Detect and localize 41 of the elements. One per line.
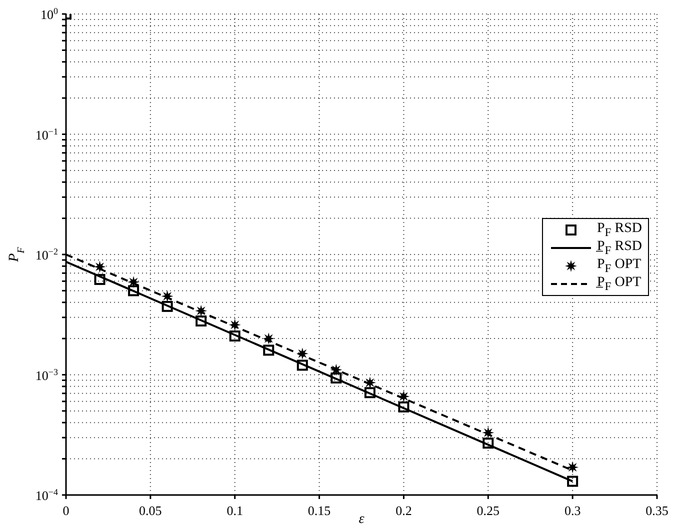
point bbox=[195, 304, 208, 317]
x-tick-label: 0.3 bbox=[564, 503, 581, 518]
y-tick-label: 10$^{−1}$ bbox=[35, 126, 58, 142]
legend-label: P$_{F}$ RSD bbox=[596, 221, 642, 239]
point bbox=[263, 344, 274, 356]
x-tick-label: 0.2 bbox=[396, 503, 412, 518]
point bbox=[364, 376, 376, 389]
point bbox=[566, 461, 579, 474]
legend-label: P̲$_{F}$ OPT bbox=[596, 275, 642, 293]
point bbox=[229, 330, 240, 342]
y-tick-label: 10$^{−4}$ bbox=[35, 487, 58, 503]
point bbox=[482, 426, 494, 439]
point bbox=[398, 401, 410, 412]
point bbox=[296, 348, 308, 360]
x-tick-label: 0.35 bbox=[646, 503, 668, 518]
point bbox=[94, 260, 106, 273]
point bbox=[330, 364, 342, 376]
point bbox=[128, 285, 140, 296]
x-tick-label: 0.15 bbox=[308, 503, 331, 518]
y-tick-label: 10$^{0}$ bbox=[40, 6, 58, 22]
point bbox=[482, 438, 494, 449]
x-axis-title: ε bbox=[358, 512, 365, 527]
point bbox=[94, 274, 106, 285]
legend-label: P$_{F}$ OPT bbox=[596, 257, 642, 275]
point bbox=[262, 332, 275, 345]
point bbox=[296, 360, 308, 371]
point bbox=[330, 372, 342, 384]
point bbox=[161, 290, 174, 302]
point bbox=[196, 315, 207, 326]
y-tick-label: 10$^{−2}$ bbox=[35, 246, 58, 262]
point bbox=[228, 318, 241, 331]
y-tick-label: 10$^{−3}$ bbox=[35, 366, 58, 383]
point bbox=[128, 276, 140, 288]
point bbox=[364, 387, 376, 398]
x-tick-label: 0.05 bbox=[139, 503, 162, 518]
legend-label: P̲$_{F}$ RSD bbox=[596, 239, 642, 257]
x-tick-label: 0.25 bbox=[476, 503, 500, 518]
point bbox=[162, 300, 173, 312]
x-tick-label: 0.1 bbox=[226, 503, 243, 518]
x-tick-label: 0 bbox=[62, 503, 70, 518]
point bbox=[567, 476, 578, 487]
